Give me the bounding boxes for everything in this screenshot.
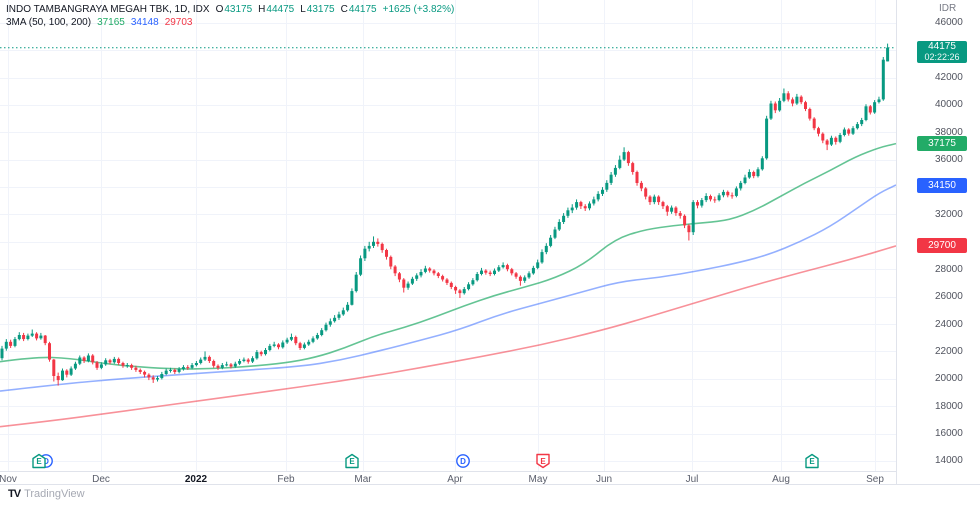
ma-indicator-label[interactable]: 3MA (50, 100, 200) [6, 17, 92, 28]
candlestick-chart[interactable]: DE E D E E [0, 0, 896, 471]
footer-separator-horizontal [0, 484, 980, 485]
tradingview-logo[interactable]: TV TradingView [8, 488, 85, 500]
ma100-axis-badge: 34150 [917, 177, 967, 193]
svg-text:E: E [36, 457, 42, 466]
candles-layer [0, 43, 890, 386]
svg-text:D: D [460, 457, 466, 466]
pane-separator-horizontal [0, 471, 896, 472]
ma200-value: 29703 [164, 17, 193, 28]
symbol-title[interactable]: INDO TAMBANGRAYA MEGAH TBK, 1D, IDX [6, 4, 210, 15]
time-axis[interactable]: Nov Dec 2022 Feb Mar Apr May Jun Jul Aug Sep [0, 471, 896, 485]
ma200-line [0, 245, 896, 428]
time-tick-label: Mar [354, 474, 372, 485]
ma50-line [0, 142, 896, 370]
open-label: O [215, 4, 224, 15]
time-tick-label: 2022 [184, 474, 208, 485]
axis-separator-vertical [896, 0, 897, 484]
svg-text:E: E [349, 457, 355, 466]
time-tick-label: Feb [277, 474, 295, 485]
time-tick-label: Aug [772, 474, 790, 485]
indicator-row[interactable]: 3MA (50, 100, 200) 37165 34148 29703 [6, 16, 454, 29]
price-tick-label: 22000 [935, 345, 963, 357]
price-tick-label: 32000 [935, 208, 963, 220]
price-tick-label: 38000 [935, 126, 963, 138]
price-tick-label: 42000 [935, 72, 963, 83]
price-tick-label: 20000 [935, 373, 963, 385]
price-tick-label: 18000 [935, 400, 963, 412]
earnings-icon[interactable]: E [32, 453, 46, 469]
currency-label: IDR [939, 3, 957, 14]
footer-bar: TV TradingView [0, 484, 980, 507]
open-value: 43175 [224, 4, 253, 15]
time-tick-label: Apr [447, 474, 463, 485]
chart-legend: INDO TAMBANGRAYA MEGAH TBK, 1D, IDX O 431… [6, 3, 454, 29]
time-tick-label: Jun [595, 474, 613, 485]
time-tick-label: Jul [685, 474, 699, 485]
close-value: 44175 [348, 4, 377, 15]
low-label: L [300, 4, 306, 15]
tradingview-logo-icon: TV [8, 488, 21, 500]
price-tick-label: 24000 [935, 318, 963, 330]
last-price-value: 44175 [928, 41, 956, 53]
price-axis[interactable]: IDR 44175 02:22:26 37175 34150 29700 460… [897, 0, 980, 484]
price-tick-label: 46000 [935, 17, 963, 29]
price-tick-label: 28000 [935, 263, 963, 275]
ma50-value: 37165 [97, 17, 125, 28]
time-tick-label: May [528, 474, 548, 485]
tradingview-wordmark: TradingView [24, 488, 85, 500]
bar-countdown: 02:22:26 [924, 52, 960, 63]
time-tick-label: Sep [866, 474, 884, 485]
ma50-axis-badge: 37175 [917, 136, 967, 152]
change-value: +1625 (+3.82%) [382, 4, 455, 15]
time-tick-label: Dec [92, 474, 110, 485]
earnings-icon[interactable]: E [345, 453, 359, 469]
svg-text:E: E [540, 457, 546, 466]
earnings-miss-icon[interactable]: E [536, 453, 550, 469]
price-tick-label: 26000 [935, 291, 963, 303]
svg-text:D: D [43, 457, 49, 466]
last-price-badge: 44175 02:22:26 [917, 41, 967, 64]
grid-layer [0, 0, 896, 471]
price-tick-label: 40000 [935, 99, 963, 111]
price-tick-label: 14000 [935, 455, 963, 467]
ma200-axis-badge: 29700 [917, 238, 967, 254]
price-tick-label: 36000 [935, 154, 963, 166]
dividend-icon[interactable]: D [456, 454, 470, 468]
symbol-row[interactable]: INDO TAMBANGRAYA MEGAH TBK, 1D, IDX O 431… [6, 3, 454, 16]
svg-text:E: E [809, 457, 815, 466]
high-label: H [258, 4, 266, 15]
ma100-line [0, 184, 896, 392]
close-label: C [340, 4, 348, 15]
ma100-value: 34148 [130, 17, 159, 28]
low-value: 43175 [306, 4, 335, 15]
earnings-icon[interactable]: E [805, 453, 819, 469]
high-value: 44475 [266, 4, 295, 15]
price-tick-label: 16000 [935, 428, 963, 439]
time-tick-label: Nov [0, 474, 17, 485]
